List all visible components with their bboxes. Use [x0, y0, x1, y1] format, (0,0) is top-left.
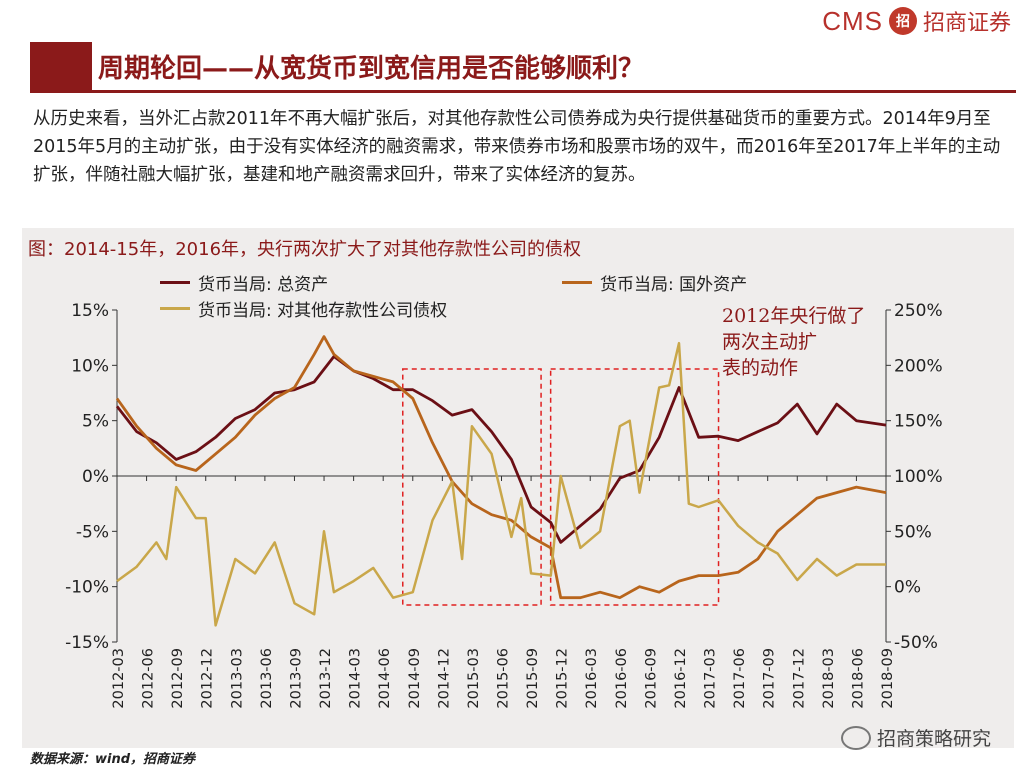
x-tick-label: 2017-06: [732, 648, 748, 709]
left-tick-label: 5%: [82, 412, 109, 432]
x-tick-label: 2016-03: [584, 648, 600, 709]
watermark-text: 招商策略研究: [876, 728, 991, 750]
x-tick-label: 2013-03: [229, 648, 245, 709]
left-tick-label: 15%: [71, 301, 109, 321]
annotation-text-line: 表的动作: [722, 357, 798, 379]
x-tick-label: 2014-09: [407, 648, 423, 709]
series-line-0: [115, 355, 887, 544]
x-tick-label: 2012-09: [170, 648, 186, 709]
legend-swatch-bank-claims: [160, 307, 190, 310]
chart-title: 图：2014-15年，2016年，央行两次扩大了对其他存款性公司的债权: [28, 239, 582, 260]
annotation-text-line: 2012年央行做了: [722, 305, 865, 327]
intro-paragraph: 从历史来看，当外汇占款2011年不再大幅扩张后，对其他存款性公司债券成为央行提供…: [33, 109, 1001, 185]
legend-item-bank-claims: 货币当局: 对其他存款性公司债权: [160, 296, 447, 321]
right-tick-label: 200%: [894, 356, 943, 376]
left-tick-label: -10%: [65, 578, 109, 598]
legend-item-total-assets: 货币当局: 总资产: [160, 270, 328, 295]
x-tick-label: 2012-03: [111, 648, 127, 709]
logo-seal-icon: 招: [888, 7, 917, 35]
right-tick-label: 0%: [894, 578, 921, 598]
title-accent-block: [30, 42, 92, 90]
brand-logo: CMS 招 招商证券: [822, 5, 1011, 37]
x-tick-label: 2015-09: [525, 648, 541, 709]
x-tick-label: 2015-03: [466, 648, 482, 709]
x-tick-label: 2014-06: [377, 648, 393, 709]
x-tick-label: 2015-06: [496, 648, 512, 709]
right-tick-label: 100%: [894, 467, 943, 487]
x-tick-label: 2017-09: [762, 648, 778, 709]
right-tick-label: -50%: [894, 633, 938, 653]
legend-swatch-total-assets: [160, 281, 190, 284]
highlight-box: [549, 368, 720, 606]
legend-swatch-foreign-assets: [562, 281, 592, 284]
right-tick-label: 250%: [894, 301, 943, 321]
left-tick-label: 0%: [82, 467, 109, 487]
x-tick-label: 2014-03: [348, 648, 364, 709]
highlight-box: [402, 368, 542, 606]
data-source: 数据来源：wind，招商证券: [30, 752, 196, 767]
legend-label-bank-claims: 货币当局: 对其他存款性公司债权: [198, 301, 448, 321]
left-tick-label: -5%: [76, 522, 109, 542]
x-tick-label: 2013-09: [288, 648, 304, 709]
x-tick-label: 2018-09: [880, 648, 896, 709]
legend-label-total-assets: 货币当局: 总资产: [198, 275, 329, 295]
right-tick-label: 150%: [894, 412, 943, 432]
logo-brand: CMS: [822, 5, 883, 36]
x-tick-label: 2016-06: [614, 648, 630, 709]
left-tick-label: -15%: [65, 633, 109, 653]
wechat-icon: [840, 725, 871, 750]
series-line-1: [115, 335, 887, 600]
x-tick-label: 2016-12: [673, 648, 689, 709]
series-line-2: [116, 341, 886, 627]
x-tick-label: 2018-03: [821, 648, 837, 709]
left-tick-label: 10%: [71, 356, 109, 376]
right-tick-label: 50%: [894, 522, 932, 542]
x-tick-label: 2012-06: [141, 648, 157, 709]
x-tick-label: 2012-12: [200, 648, 216, 709]
x-tick-label: 2017-12: [791, 648, 807, 709]
title-divider: [30, 90, 1016, 93]
x-tick-label: 2015-12: [555, 648, 571, 709]
x-tick-label: 2017-03: [703, 648, 719, 709]
annotation-text-line: 两次主动扩: [722, 331, 817, 353]
page-title: 周期轮回——从宽货币到宽信用是否能够顺利？: [98, 54, 645, 84]
legend-label-foreign-assets: 货币当局: 国外资产: [600, 275, 748, 295]
x-tick-label: 2018-06: [850, 648, 866, 709]
x-tick-label: 2013-06: [259, 648, 275, 709]
x-tick-label: 2014-12: [436, 648, 452, 709]
x-tick-label: 2016-09: [643, 648, 659, 709]
legend-item-foreign-assets: 货币当局: 国外资产: [562, 270, 747, 295]
x-tick-label: 2013-12: [318, 648, 334, 709]
wechat-watermark: 招商策略研究: [840, 724, 991, 751]
logo-name: 招商证券: [922, 11, 1011, 36]
